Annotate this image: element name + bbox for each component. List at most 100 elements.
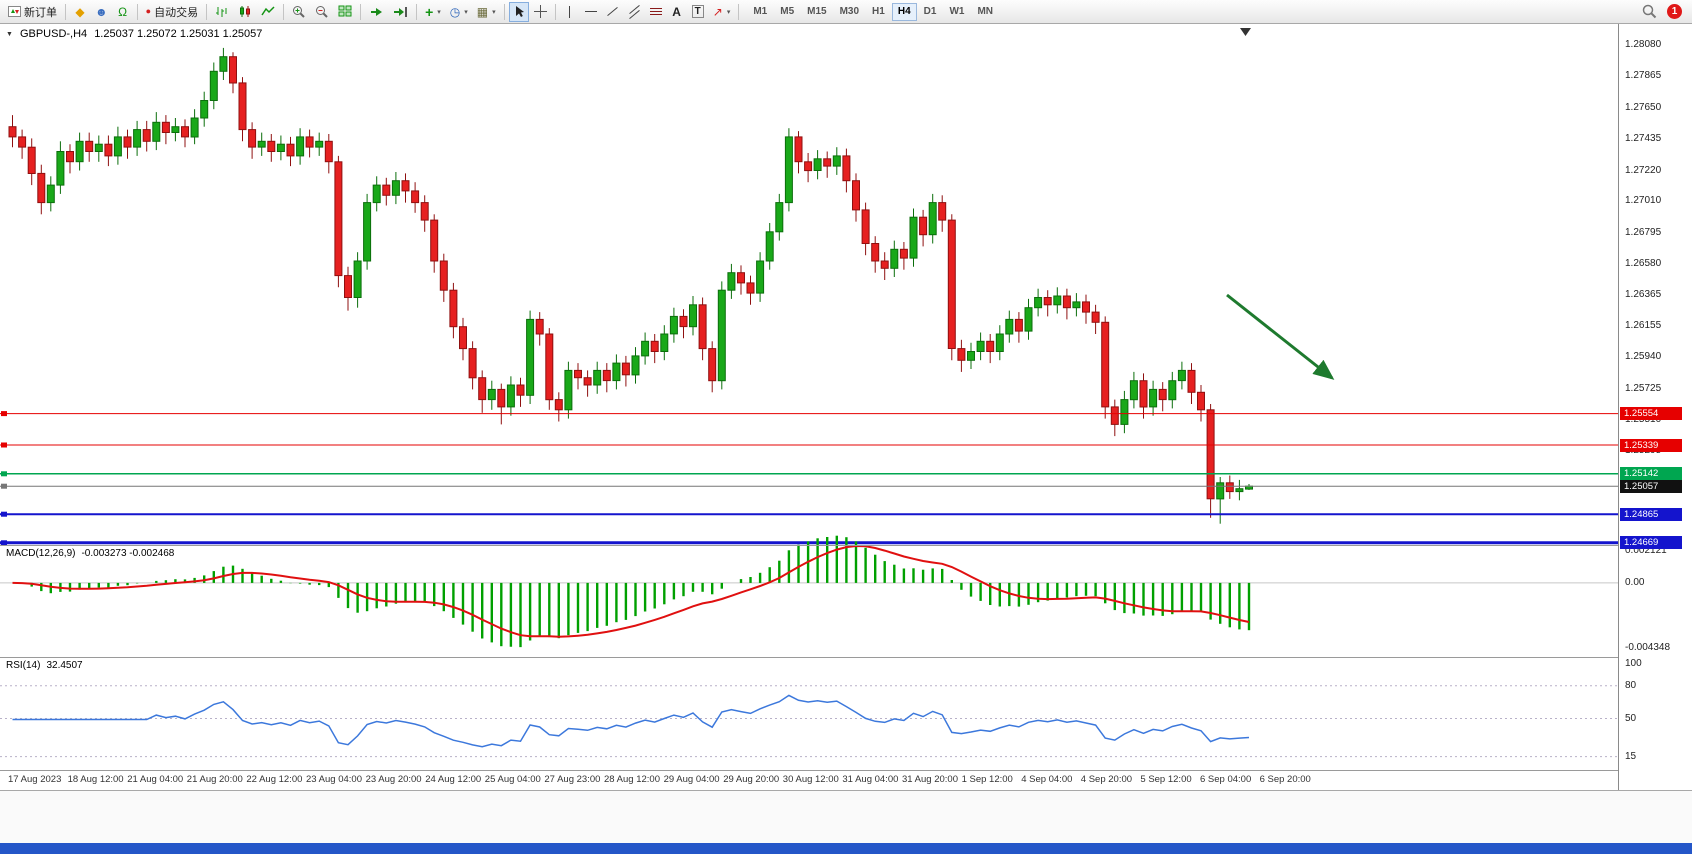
search-icon: [1642, 4, 1657, 19]
horizontal-lines[interactable]: [0, 411, 1618, 546]
clock-icon: ◷: [449, 4, 461, 19]
time-axis[interactable]: 17 Aug 2023 18 Aug 12:00 21 Aug 04:00 21 Au…: [0, 771, 1618, 790]
trend-arrow-annotation[interactable]: [1226, 293, 1335, 380]
price-axis-label: 1.25940: [1625, 351, 1662, 363]
toolbar-separator: [65, 3, 66, 20]
fibonacci-icon: [649, 8, 662, 15]
toolbar-separator: [416, 3, 418, 20]
macd-axis-label: -0.004348: [1625, 642, 1671, 654]
time-axis-label: 27 Aug 23:00: [544, 774, 601, 785]
fibonacci-tool-button[interactable]: [646, 2, 666, 22]
horizontal-line-icon: [584, 11, 597, 12]
chart-shift-button[interactable]: [389, 2, 412, 22]
timeframe-button-W1[interactable]: W1: [949, 5, 965, 17]
price-tag-1.24669: 1.24669: [1620, 536, 1682, 550]
search-button[interactable]: [1638, 2, 1661, 22]
chevron-down-icon: ▾: [437, 8, 441, 16]
zoom-out-button[interactable]: [311, 2, 333, 22]
time-axis-label: 24 Aug 12:00: [425, 774, 482, 785]
price-axis-label: 1.26155: [1625, 319, 1662, 331]
timeframe-button-M5[interactable]: M5: [780, 5, 795, 17]
trendline-tool-button[interactable]: [602, 2, 623, 22]
arrows-tool-button[interactable]: ↗ ▾: [709, 2, 735, 22]
notification-badge[interactable]: 1: [1667, 4, 1682, 19]
tile-windows-button[interactable]: [334, 2, 356, 22]
arrows-tool-icon: ↗: [712, 4, 723, 19]
time-axis-label: 29 Aug 04:00: [663, 774, 720, 785]
crosshair-icon: [533, 5, 547, 18]
vertical-line-tool-button[interactable]: [560, 2, 580, 22]
collapse-icon[interactable]: ▼: [6, 30, 13, 38]
timeframe-button-M15[interactable]: M15: [807, 5, 827, 17]
timeframe-button-H1[interactable]: H1: [872, 5, 885, 17]
new-order-button[interactable]: 新订单: [4, 2, 61, 22]
rsi-axis-label: 15: [1625, 750, 1637, 762]
timeframe-button-H4[interactable]: H4: [891, 2, 917, 21]
text-label-tool-button[interactable]: T: [688, 2, 708, 22]
toolbar-right-group: 1: [1638, 2, 1688, 22]
timeframe-button-D1[interactable]: D1: [923, 5, 937, 17]
market-watch-button[interactable]: ◆: [70, 2, 90, 22]
bar-chart-button[interactable]: [211, 2, 233, 22]
price-tag-1.24865: 1.24865: [1620, 507, 1682, 521]
zoom-in-button[interactable]: [288, 2, 310, 22]
cursor-button[interactable]: [508, 1, 529, 22]
current-bar-marker: [1240, 28, 1251, 36]
chevron-down-icon: ▾: [726, 8, 731, 16]
headset-icon: Ω: [118, 4, 128, 19]
price-axis-label: 1.26795: [1625, 226, 1662, 238]
time-axis-label: 31 Aug 20:00: [902, 774, 958, 785]
price-axis-label: 1.27010: [1625, 195, 1662, 207]
toolbar-separator: [206, 3, 208, 20]
price-axis-label: 1.27650: [1625, 101, 1662, 113]
time-axis-label: 17 Aug 2023: [8, 774, 62, 785]
panel-separator[interactable]: [0, 545, 1692, 546]
timeframe-button-M30[interactable]: M30: [839, 5, 860, 17]
channel-tool-button[interactable]: [624, 2, 645, 22]
rsi-value: 32.4507: [46, 660, 83, 671]
crosshair-button[interactable]: [530, 2, 551, 22]
text-label-icon: T: [691, 5, 704, 18]
price-axis-label: 1.25725: [1625, 382, 1662, 394]
text-tool-button[interactable]: A: [667, 2, 687, 22]
price-axis-label: 1.26365: [1625, 289, 1662, 301]
chart-plot[interactable]: [0, 24, 1618, 790]
price-axis-label: 1.27220: [1625, 164, 1662, 176]
rsi-line: [12, 694, 1250, 748]
macd-panel: [0, 535, 1618, 648]
price-axis-label: 1.28080: [1625, 39, 1662, 50]
headset-button[interactable]: Ω: [113, 2, 133, 22]
channel-icon: [628, 4, 641, 19]
auto-scroll-button[interactable]: [365, 2, 388, 22]
rsi-axis-label: 50: [1625, 712, 1637, 724]
user-icon: ☻: [95, 4, 108, 19]
time-axis-label: 30 Aug 12:00: [782, 774, 839, 785]
time-axis-label: 28 Aug 12:00: [604, 774, 660, 785]
toolbar-separator: [360, 3, 362, 20]
chart-window: ▼ GBPUSD-,H4 1.25037 1.25072 1.25031 1.2…: [0, 24, 1692, 790]
user-button[interactable]: ☻: [91, 2, 112, 22]
periods-button[interactable]: ◷ ▾: [446, 2, 472, 22]
auto-trading-button[interactable]: ● 自动交易: [142, 2, 202, 22]
horizontal-line-tool-button[interactable]: [581, 2, 601, 22]
line-chart-button[interactable]: [257, 2, 279, 22]
time-axis-label: 31 Aug 04:00: [842, 774, 899, 785]
timeframe-button-MN[interactable]: MN: [977, 5, 993, 17]
timeframe-button-M1[interactable]: M1: [753, 5, 768, 17]
panel-separator[interactable]: [0, 657, 1692, 658]
price-axis[interactable]: 1.28080 1.27865 1.27650 1.27435 1.27220 1.270…: [1618, 24, 1692, 790]
taskbar-strip: [0, 843, 1692, 854]
trendline-icon: [606, 6, 618, 17]
chart-shift-icon: [394, 6, 408, 17]
zoom-in-icon: [293, 5, 305, 18]
rsi-indicator-label: RSI(14) 32.4507: [6, 660, 83, 671]
templates-button[interactable]: ▦ ▾: [473, 2, 500, 22]
time-axis-label: 23 Aug 20:00: [365, 774, 422, 785]
time-axis-label: 4 Sep 04:00: [1021, 774, 1073, 785]
indicators-button[interactable]: + ▾: [421, 2, 445, 22]
auto-scroll-icon: [371, 7, 383, 16]
cursor-icon: [515, 6, 524, 17]
time-axis-label: 21 Aug 20:00: [186, 774, 243, 785]
candlestick-chart-button[interactable]: [234, 2, 256, 22]
price-axis-label: 1.27435: [1625, 133, 1662, 145]
